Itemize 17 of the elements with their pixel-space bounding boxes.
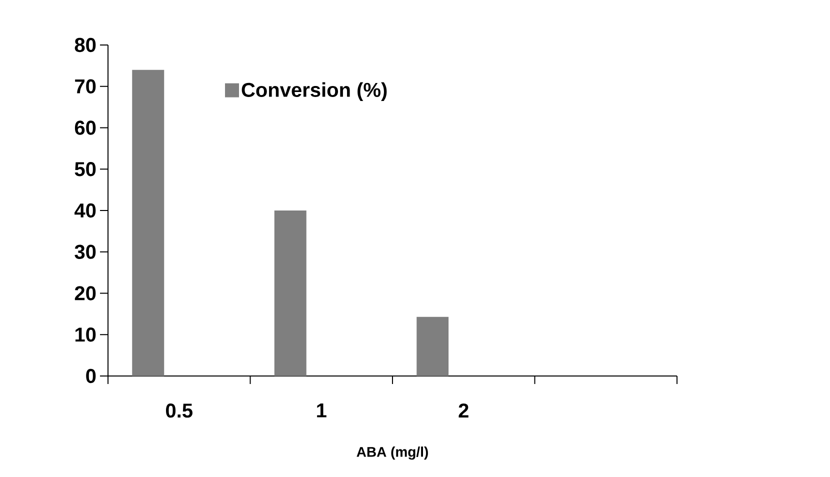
y-tick-label: 10 xyxy=(75,328,96,342)
bar xyxy=(132,70,164,376)
y-tick-label: 20 xyxy=(74,286,96,300)
x-tick-label: 2 xyxy=(458,404,468,418)
x-tick-label: 1 xyxy=(317,404,326,418)
y-tick-label: 30 xyxy=(74,244,96,259)
y-tick-label: 40 xyxy=(74,203,96,218)
y-tick-label: 0 xyxy=(86,368,96,384)
y-tick-label: 60 xyxy=(74,120,96,135)
y-tick-label: 50 xyxy=(74,162,96,176)
bar xyxy=(416,316,449,376)
y-tick-label: 80 xyxy=(74,38,96,52)
legend-label: Conversion (%) xyxy=(242,82,387,101)
x-axis-title: ABA (mg/l) xyxy=(356,446,428,460)
bar xyxy=(274,210,306,376)
y-tick-label: 70 xyxy=(75,79,96,94)
x-tick-label: 0.5 xyxy=(166,404,192,418)
